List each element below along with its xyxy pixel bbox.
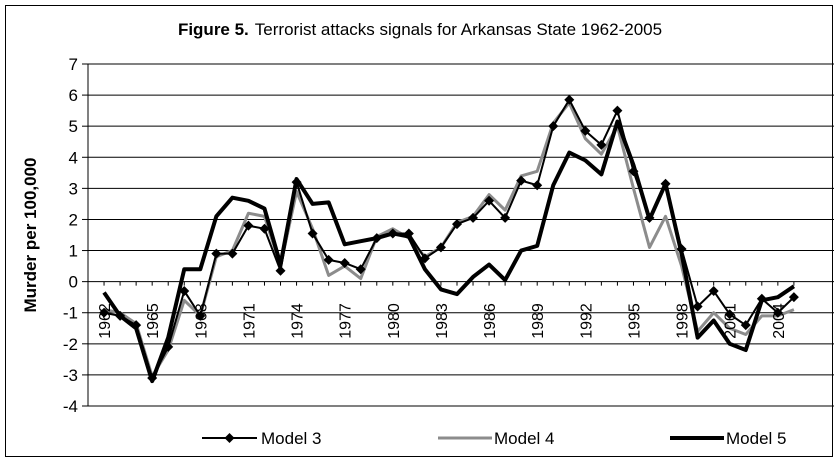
data-point <box>355 264 366 275</box>
y-tick-label: 7 <box>69 55 78 74</box>
legend: Model 3 Model 4 Model 5 <box>202 429 786 448</box>
data-point <box>211 248 222 259</box>
legend-label: Model 3 <box>261 429 321 448</box>
data-point <box>468 212 479 223</box>
y-tick-label: 1 <box>69 242 78 261</box>
data-point <box>724 309 735 320</box>
data-point <box>692 301 703 312</box>
y-tick-label: 5 <box>69 117 78 136</box>
data-point <box>500 212 511 223</box>
legend-label: Model 5 <box>726 429 786 448</box>
x-tick-label: 1965 <box>145 303 162 339</box>
chart-frame: Figure 5. Terrorist attacks signals for A… <box>5 5 834 457</box>
x-tick-label: 2004 <box>771 303 788 339</box>
y-tick-label: -4 <box>63 397 78 416</box>
y-tick-label: 3 <box>69 179 78 198</box>
data-point <box>323 254 334 265</box>
data-point <box>227 248 238 259</box>
data-point <box>99 307 110 318</box>
x-tick-label: 1998 <box>675 303 692 339</box>
data-point <box>564 94 575 105</box>
data-point <box>532 180 543 191</box>
legend-label: Model 4 <box>494 429 554 448</box>
y-tick-label: 4 <box>69 148 78 167</box>
x-tick-label: 1962 <box>97 303 114 339</box>
x-tick-label: 1986 <box>482 303 499 339</box>
x-tick-label: 1980 <box>386 303 403 339</box>
y-tick-label: -2 <box>63 335 78 354</box>
data-point <box>451 219 462 230</box>
gridlines <box>88 63 834 407</box>
y-tick-label: 2 <box>69 210 78 229</box>
chart-title-lead: Figure 5. <box>177 20 249 39</box>
data-point <box>484 195 495 206</box>
series-line-model-5 <box>102 119 796 384</box>
data-point <box>740 320 751 331</box>
x-tick-label: 2001 <box>723 303 740 339</box>
x-tick-label: 1992 <box>578 303 595 339</box>
data-point <box>307 228 318 239</box>
axes <box>82 63 795 407</box>
data-point <box>596 139 607 150</box>
data-point <box>243 220 254 231</box>
y-tick-label: -1 <box>63 304 78 323</box>
data-point <box>788 292 799 303</box>
x-tick-label: 1968 <box>193 303 210 339</box>
data-point <box>548 121 559 132</box>
tick-labels: -4 -3 -2 -1 0 1 2 3 4 5 6 7 1962 1965 1968 1971 1974 1977… <box>21 55 788 416</box>
data-point <box>339 257 350 268</box>
y-tick-label: 0 <box>69 273 78 292</box>
line-chart: -4 -3 -2 -1 0 1 2 3 4 5 6 7 1962 1965 1968 1971 1974 1977… <box>21 55 834 448</box>
chart-title-text: Terrorist attacks signals for Arkansas S… <box>254 20 663 39</box>
data-point <box>708 285 719 296</box>
data-point <box>580 125 591 136</box>
data-point <box>131 320 142 331</box>
x-tick-label: 1974 <box>290 303 307 339</box>
chart-title: Figure 5. Terrorist attacks signals for A… <box>6 20 834 40</box>
data-point <box>612 105 623 116</box>
series-lines <box>99 94 799 384</box>
data-point <box>516 175 527 186</box>
data-point <box>259 223 270 234</box>
x-tick-label: 1995 <box>626 303 643 339</box>
y-axis-title: Murder per 100,000 <box>21 158 40 313</box>
data-point <box>772 307 783 318</box>
x-tick-label: 1983 <box>434 303 451 339</box>
data-point <box>435 242 446 253</box>
x-tick-label: 1977 <box>338 303 355 339</box>
y-tick-label: 6 <box>69 86 78 105</box>
data-point <box>275 265 286 276</box>
data-point <box>195 310 206 321</box>
x-tick-label: 1971 <box>241 303 258 339</box>
x-tick-label: 1989 <box>530 303 547 339</box>
y-tick-label: -3 <box>63 366 78 385</box>
legend-marker <box>224 433 235 443</box>
